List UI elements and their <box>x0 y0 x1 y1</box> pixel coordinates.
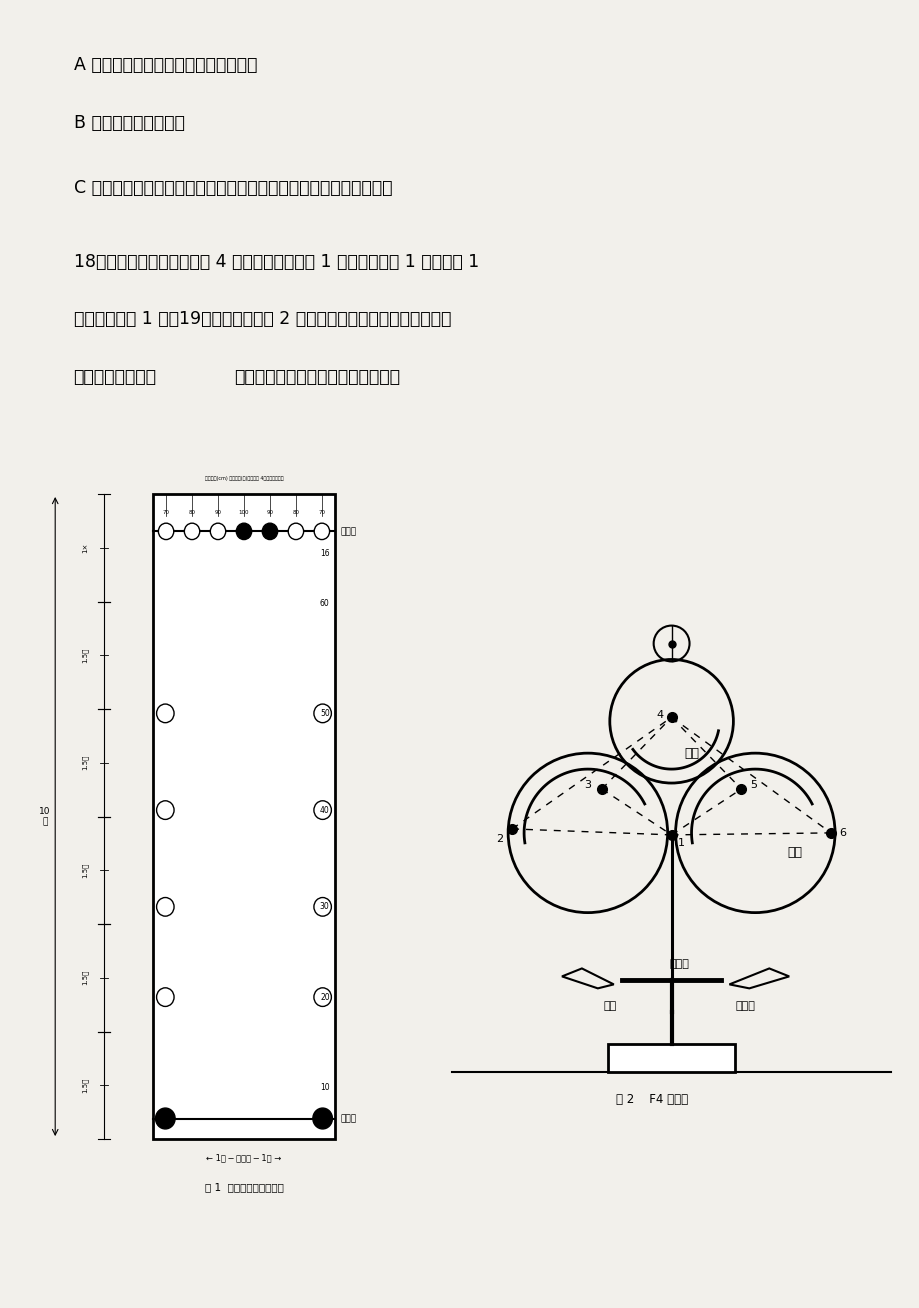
Text: 船坞: 船坞 <box>603 1002 616 1011</box>
Text: 人，停标裁判 1 人。19、航行比赛进行 2 轮，每轮航行一次，取其中得分高: 人，停标裁判 1 人。19、航行比赛进行 2 轮，每轮航行一次，取其中得分高 <box>74 310 450 328</box>
Circle shape <box>262 523 278 540</box>
Text: 50: 50 <box>320 709 329 718</box>
Text: 图 2    F4 航行图: 图 2 F4 航行图 <box>615 1093 687 1107</box>
Text: 1.5米: 1.5米 <box>82 755 88 770</box>
Text: 10: 10 <box>320 1083 329 1092</box>
Text: 16: 16 <box>320 549 329 559</box>
Text: 放航台: 放航台 <box>660 1052 682 1065</box>
Text: 1×: 1× <box>82 543 88 553</box>
Circle shape <box>312 1108 332 1129</box>
Text: 4: 4 <box>655 710 663 721</box>
Text: 80: 80 <box>188 510 196 514</box>
Text: 100: 100 <box>238 510 249 514</box>
Text: 七足距离(cm) 各模型起(到)航点位置 4米注意表征标示: 七足距离(cm) 各模型起(到)航点位置 4米注意表征标示 <box>204 476 283 481</box>
Text: 6: 6 <box>839 828 845 838</box>
Text: 1.5米: 1.5米 <box>82 971 88 985</box>
Text: 20: 20 <box>320 993 329 1002</box>
Text: 测量区: 测量区 <box>734 1002 754 1011</box>
Text: 90: 90 <box>267 510 273 514</box>
Text: 10
米: 10 米 <box>39 807 51 827</box>
Text: 起航线: 起航线 <box>340 1114 356 1124</box>
Circle shape <box>155 1108 175 1129</box>
Text: B 模型触及船坞两边；: B 模型触及船坞两边； <box>74 114 185 132</box>
Text: 2: 2 <box>496 835 504 844</box>
Text: 1.5米: 1.5米 <box>82 862 88 878</box>
Circle shape <box>288 523 303 540</box>
Text: 30: 30 <box>320 903 329 912</box>
Text: 1: 1 <box>677 838 685 848</box>
Text: 测量杆: 测量杆 <box>669 960 688 969</box>
Text: A 模型驶入船坞后船首又退出了船坞；: A 模型驶入船坞后船首又退出了船坞； <box>74 56 256 75</box>
Text: 18、航行比赛裁判组设裁判 4 人，起航发令裁判 1 人，记录裁判 1 人，检录 1: 18、航行比赛裁判组设裁判 4 人，起航发令裁判 1 人，记录裁判 1 人，检录… <box>74 252 478 271</box>
Text: C 模型船首驶过了测量线，并且超越了位于测量线另一侧的停泊区。: C 模型船首驶过了测量线，并且超越了位于测量线另一侧的停泊区。 <box>74 179 391 198</box>
Circle shape <box>210 523 225 540</box>
Text: 80: 80 <box>292 510 299 514</box>
Text: 70: 70 <box>318 510 325 514</box>
Text: 3: 3 <box>584 780 591 790</box>
Text: 70: 70 <box>163 510 169 514</box>
Text: 90: 90 <box>214 510 221 514</box>
Bar <box>153 494 335 1139</box>
Text: 后退: 后退 <box>684 747 698 760</box>
Text: 终点线: 终点线 <box>340 527 356 536</box>
Text: 未尽事宜由本次竞赛组委会负责解释: 未尽事宜由本次竞赛组委会负责解释 <box>234 368 400 386</box>
Text: 1.5米: 1.5米 <box>82 1078 88 1093</box>
Text: 60: 60 <box>320 599 329 608</box>
Text: 40: 40 <box>320 806 329 815</box>
Text: 图 1  自航模型竞赛场地图: 图 1 自航模型竞赛场地图 <box>204 1182 283 1193</box>
Bar <box>607 1044 734 1073</box>
Circle shape <box>236 523 252 540</box>
Circle shape <box>184 523 199 540</box>
Circle shape <box>158 523 174 540</box>
Text: ← 1米 ─ 放航台 ─ 1米 →: ← 1米 ─ 放航台 ─ 1米 → <box>206 1154 281 1162</box>
Text: 前进: 前进 <box>787 846 801 859</box>
Text: 5: 5 <box>749 780 756 790</box>
Text: 1.5米: 1.5米 <box>82 647 88 663</box>
Circle shape <box>314 523 329 540</box>
Text: 的一轮计算成绩。: 的一轮计算成绩。 <box>74 368 156 386</box>
